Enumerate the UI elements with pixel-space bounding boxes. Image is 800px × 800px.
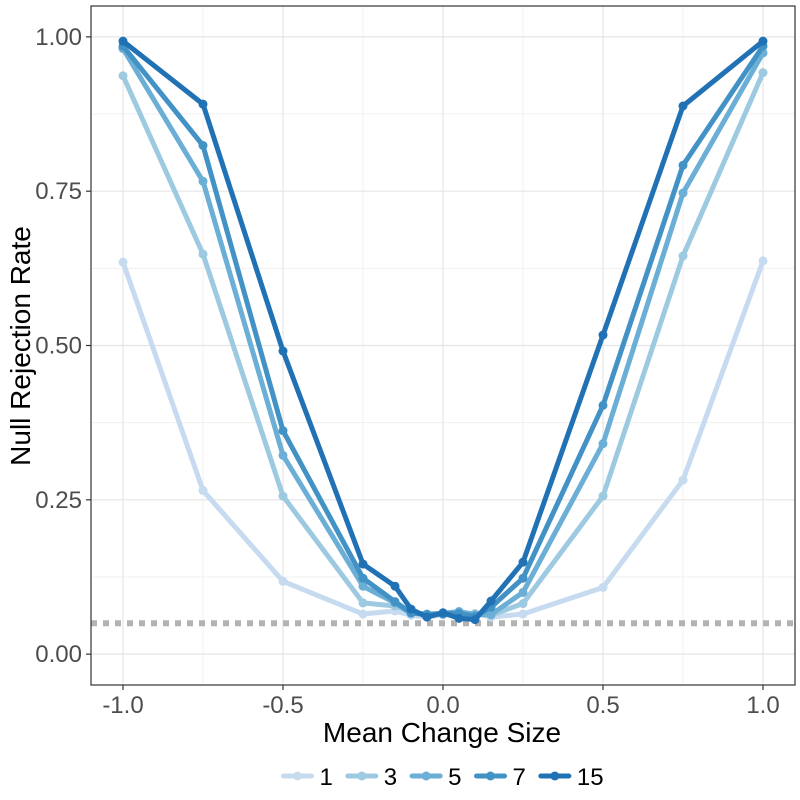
y-tick-label: 0.25 bbox=[35, 487, 82, 514]
legend-item-3: 3 bbox=[345, 764, 397, 791]
data-point bbox=[678, 160, 688, 170]
legend: 1 3 5 7 15 bbox=[280, 764, 604, 791]
data-point bbox=[758, 36, 768, 46]
data-point bbox=[198, 249, 208, 259]
data-point bbox=[518, 573, 528, 583]
legend-label: 15 bbox=[577, 764, 604, 791]
data-point bbox=[278, 426, 288, 436]
legend-key-point bbox=[550, 771, 560, 781]
data-point bbox=[518, 609, 528, 619]
data-point bbox=[198, 141, 208, 151]
data-point bbox=[454, 613, 464, 623]
data-point bbox=[406, 604, 416, 614]
data-point bbox=[678, 101, 688, 111]
data-point bbox=[598, 330, 608, 340]
data-point bbox=[358, 609, 368, 619]
data-point bbox=[358, 581, 368, 591]
x-tick-label: 1.0 bbox=[746, 692, 779, 719]
data-point bbox=[198, 176, 208, 186]
y-tick-label: 0.00 bbox=[35, 641, 82, 668]
legend-item-1: 1 bbox=[280, 764, 333, 791]
y-tick-label: 1.00 bbox=[35, 24, 82, 51]
data-point bbox=[518, 599, 528, 609]
legend-key-point bbox=[357, 771, 367, 781]
data-point bbox=[278, 576, 288, 586]
data-point bbox=[118, 257, 128, 267]
legend-key-point bbox=[486, 771, 495, 781]
data-point bbox=[758, 256, 768, 266]
data-point bbox=[518, 557, 528, 567]
axis-layer: -1.0 -0.5 0.0 0.5 1.0 0.00 0.25 0.50 0.75 1.00 bbox=[35, 24, 779, 719]
x-tick-label: 0.5 bbox=[586, 692, 619, 719]
data-point bbox=[470, 615, 480, 625]
data-point bbox=[486, 610, 496, 620]
data-point bbox=[758, 68, 768, 78]
data-point bbox=[118, 36, 128, 46]
y-tick-label: 0.50 bbox=[35, 333, 82, 360]
series-15 bbox=[118, 36, 768, 625]
data-point bbox=[678, 188, 688, 198]
data-point bbox=[486, 596, 496, 606]
data-point bbox=[598, 439, 608, 449]
legend-item-15: 15 bbox=[538, 764, 604, 791]
data-point bbox=[598, 582, 608, 592]
y-tick-label: 0.75 bbox=[35, 178, 82, 205]
data-point bbox=[518, 587, 528, 597]
data-point bbox=[678, 475, 688, 485]
data-point bbox=[422, 612, 432, 622]
legend-label: 7 bbox=[513, 764, 526, 791]
data-point bbox=[358, 598, 368, 608]
x-tick-label: -0.5 bbox=[262, 692, 303, 719]
x-tick-label: -1.0 bbox=[102, 692, 143, 719]
legend-item-7: 7 bbox=[474, 764, 526, 791]
data-point bbox=[598, 491, 608, 501]
data-point bbox=[278, 450, 288, 460]
data-point bbox=[438, 608, 448, 618]
data-point bbox=[198, 99, 208, 109]
x-tick-label: 0.0 bbox=[426, 692, 459, 719]
legend-item-5: 5 bbox=[409, 764, 462, 791]
data-point bbox=[598, 400, 608, 410]
data-point bbox=[198, 486, 208, 496]
series-layer bbox=[118, 36, 768, 625]
data-point bbox=[278, 346, 288, 356]
data-point bbox=[278, 491, 288, 501]
legend-key-point bbox=[421, 771, 431, 781]
data-point bbox=[358, 559, 368, 569]
data-point bbox=[678, 251, 688, 261]
x-axis-title: Mean Change Size bbox=[323, 717, 561, 748]
legend-label: 5 bbox=[448, 764, 461, 791]
legend-key-point bbox=[292, 771, 302, 781]
data-point bbox=[390, 581, 400, 591]
data-point bbox=[118, 71, 128, 81]
y-axis-title: Null Rejection Rate bbox=[5, 226, 36, 466]
legend-label: 3 bbox=[384, 764, 397, 791]
legend-label: 1 bbox=[319, 764, 332, 791]
data-point bbox=[358, 573, 368, 583]
data-point bbox=[390, 597, 400, 607]
